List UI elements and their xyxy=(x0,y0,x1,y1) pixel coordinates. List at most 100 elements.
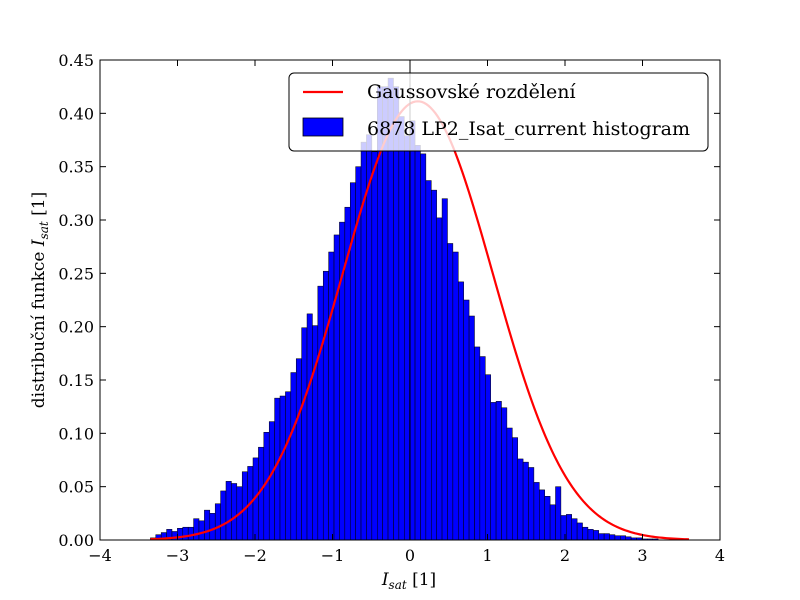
x-tick-label: 0 xyxy=(405,546,415,565)
x-tick-label: 1 xyxy=(482,546,492,565)
y-tick-label: 0.15 xyxy=(58,371,94,390)
y-tick-label: 0.00 xyxy=(58,531,94,550)
legend-box xyxy=(288,72,709,152)
histogram-bar xyxy=(333,234,340,541)
histogram-bar xyxy=(458,281,464,541)
histogram-bar xyxy=(279,395,286,541)
y-tick-label: 0.30 xyxy=(58,211,94,230)
x-axis-label-main: I xyxy=(381,570,389,590)
histogram-bar xyxy=(306,313,313,541)
histogram-bar xyxy=(555,486,562,541)
histogram-bar xyxy=(220,490,227,541)
histogram-bar xyxy=(447,243,454,541)
histogram-bar xyxy=(479,356,486,541)
y-axis-label: distribuční funkce Isat [1] xyxy=(29,192,51,408)
histogram-bar xyxy=(571,518,578,541)
x-axis-label: Isat [1] xyxy=(381,570,436,592)
y-axis-label-unit: [1] xyxy=(29,192,49,221)
histogram-bar xyxy=(582,526,589,541)
x-tick-label: −3 xyxy=(166,546,190,565)
histogram-bar xyxy=(225,481,232,541)
histogram-bar xyxy=(328,251,335,541)
histogram-bar xyxy=(549,504,556,541)
histogram-bar xyxy=(452,251,459,541)
legend: Gaussovské rozdělení 6878 LP2_Isat_curre… xyxy=(288,72,709,152)
histogram-bar xyxy=(322,270,329,541)
histogram-bar xyxy=(620,535,626,541)
x-tick-label: −2 xyxy=(243,546,267,565)
histogram-bar xyxy=(404,135,410,541)
histogram-bar xyxy=(420,153,427,541)
legend-line-label: Gaussovské rozdělení xyxy=(367,81,576,103)
histogram-bar xyxy=(463,299,470,541)
histogram-bar xyxy=(290,372,297,541)
histogram-bar xyxy=(544,496,551,541)
x-tick-label: 2 xyxy=(560,546,570,565)
y-axis-label-main: I xyxy=(29,239,49,247)
histogram-bar xyxy=(268,421,275,541)
y-tick-label: 0.35 xyxy=(58,158,94,177)
y-tick-label: 0.25 xyxy=(58,264,94,283)
legend-hist-label: 6878 LP2_Isat_current histogram xyxy=(367,118,690,140)
histogram-bar xyxy=(182,526,189,541)
histogram-bar xyxy=(506,427,513,541)
histogram-bar xyxy=(501,407,508,541)
y-tick-label: 0.40 xyxy=(58,104,94,123)
x-tick-label: 4 xyxy=(715,546,725,565)
histogram-bar xyxy=(317,285,324,541)
histogram-bar xyxy=(187,526,194,541)
histogram-bar xyxy=(214,503,221,541)
histogram-bar xyxy=(539,489,545,541)
histogram-bar xyxy=(204,509,211,541)
x-tick-label: 3 xyxy=(637,546,647,565)
histogram-bar xyxy=(593,530,599,541)
histogram-bar xyxy=(614,535,621,541)
histogram-bar xyxy=(366,134,373,541)
histogram-bar xyxy=(598,533,605,541)
histogram-bar xyxy=(285,391,292,541)
y-tick-label: 0.45 xyxy=(58,51,94,70)
histogram-bar xyxy=(528,467,535,541)
histogram-bar xyxy=(603,533,610,541)
histogram-bar xyxy=(209,513,216,541)
histogram-bar xyxy=(566,514,572,541)
histogram-bar xyxy=(301,327,308,541)
histogram-bar xyxy=(587,529,594,541)
histogram-bar xyxy=(198,520,205,541)
histogram-bar xyxy=(512,437,518,541)
histogram-bar xyxy=(414,145,421,541)
histogram-bar xyxy=(398,116,405,541)
histogram-bar xyxy=(468,315,475,541)
histogram-bar xyxy=(522,461,529,541)
histogram-bar xyxy=(533,482,540,541)
histogram-bar xyxy=(576,522,583,541)
x-axis-label-sub: sat xyxy=(389,578,407,592)
histogram-bar xyxy=(441,198,448,541)
histogram-bar xyxy=(382,86,389,541)
histogram-bar xyxy=(436,217,443,541)
x-axis-label-unit: [1] xyxy=(407,570,436,590)
histogram-bar xyxy=(393,86,400,541)
legend-hist-swatch xyxy=(302,117,344,137)
histogram-bar xyxy=(193,518,200,541)
histogram-bar xyxy=(495,401,502,541)
x-tick-label: −4 xyxy=(88,546,112,565)
y-tick-label: 0.05 xyxy=(58,478,94,497)
y-tick-label: 0.20 xyxy=(58,318,94,337)
histogram-bar xyxy=(485,374,491,541)
x-tick-label: −1 xyxy=(321,546,345,565)
histogram-bar xyxy=(490,402,497,541)
histogram-bar xyxy=(295,358,302,541)
histogram-bar xyxy=(425,180,432,541)
histogram-bar xyxy=(371,151,378,541)
axis-ticks: −4 −3 −2 −1 0 1 2 3 4 0.00 0.05 0.10 0.15 0.20 0.25 0.3… xyxy=(58,51,725,565)
histogram-bar xyxy=(609,534,616,541)
histogram-bar xyxy=(231,483,238,541)
histogram-bar xyxy=(517,458,524,541)
histogram-bar xyxy=(431,189,437,541)
y-axis-label-prefix: distribuční funkce xyxy=(29,246,49,408)
histogram-bar xyxy=(474,346,481,541)
y-axis-label-sub: sat xyxy=(37,221,51,239)
